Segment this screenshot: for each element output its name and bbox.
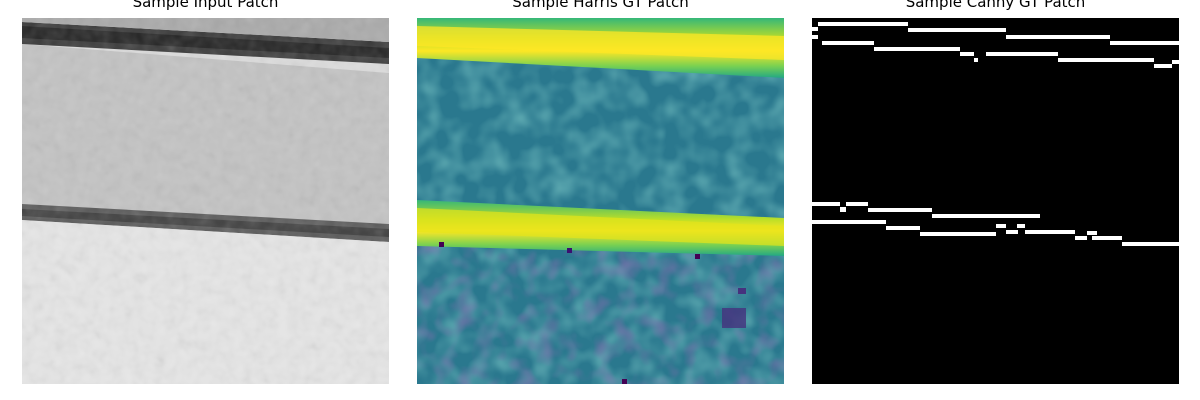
harris-dark-patch <box>722 308 746 328</box>
canny-upper-edges <box>812 22 1179 68</box>
harris-speck <box>439 242 444 247</box>
canny-patch-image <box>812 18 1179 384</box>
harris-lower-band-core <box>417 208 784 246</box>
harris-speck <box>738 288 746 294</box>
harris-patch-image <box>417 18 784 384</box>
harris-upper-band-core <box>417 26 784 60</box>
canny-patch-svg <box>812 18 1179 384</box>
harris-speck <box>567 248 572 253</box>
harris-patch-svg <box>417 18 784 384</box>
canny-background <box>812 18 1179 384</box>
canny-lower-edges <box>812 202 1179 246</box>
panel-title-canny: Sample Canny GT Patch <box>905 0 1086 11</box>
input-grain-texture <box>22 18 389 384</box>
harris-speck <box>695 254 700 259</box>
input-patch-image <box>22 18 389 384</box>
panel-title-harris: Sample Harris GT Patch <box>512 0 689 11</box>
input-patch-svg <box>22 18 389 384</box>
panel-title-input: Sample Input Patch <box>132 0 279 11</box>
harris-speck <box>622 379 627 384</box>
